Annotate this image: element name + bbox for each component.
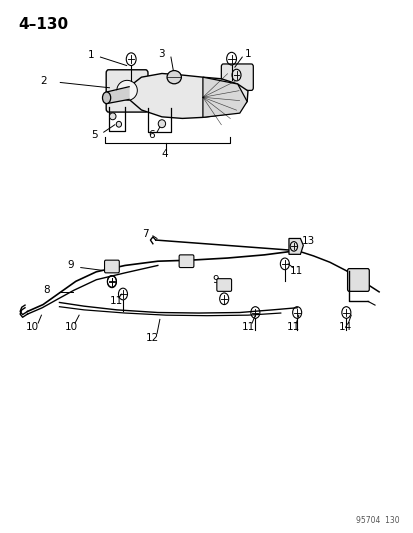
Text: 13: 13 (301, 236, 315, 246)
FancyBboxPatch shape (104, 260, 119, 273)
Polygon shape (202, 77, 247, 117)
Text: 9: 9 (67, 261, 74, 270)
Ellipse shape (109, 113, 116, 120)
Text: 1: 1 (244, 50, 251, 60)
FancyBboxPatch shape (221, 64, 253, 91)
Text: 11: 11 (241, 322, 254, 332)
Text: 14: 14 (338, 322, 351, 332)
Text: 12: 12 (146, 333, 159, 343)
Text: 11: 11 (286, 322, 299, 332)
Text: 6: 6 (148, 130, 154, 140)
Text: 2: 2 (40, 76, 46, 86)
Text: 5: 5 (91, 130, 97, 140)
Ellipse shape (158, 120, 165, 128)
Text: 11: 11 (289, 266, 302, 276)
FancyBboxPatch shape (106, 70, 147, 112)
Text: 4–130: 4–130 (19, 17, 69, 32)
Polygon shape (129, 74, 247, 118)
Ellipse shape (116, 80, 137, 100)
Ellipse shape (166, 70, 181, 84)
Text: 1: 1 (88, 51, 95, 61)
Text: 8: 8 (43, 285, 50, 295)
Text: 11: 11 (109, 296, 122, 306)
Text: 4: 4 (161, 149, 168, 159)
Ellipse shape (102, 92, 110, 103)
Polygon shape (288, 238, 303, 254)
Text: 10: 10 (64, 322, 77, 332)
FancyBboxPatch shape (216, 279, 231, 292)
FancyBboxPatch shape (179, 255, 193, 268)
Text: 10: 10 (26, 322, 39, 332)
Text: 3: 3 (158, 50, 165, 60)
FancyBboxPatch shape (347, 269, 368, 292)
Text: 95704  130: 95704 130 (355, 515, 399, 524)
Text: 9: 9 (212, 274, 219, 285)
Ellipse shape (116, 122, 121, 127)
Text: 7: 7 (142, 229, 149, 239)
